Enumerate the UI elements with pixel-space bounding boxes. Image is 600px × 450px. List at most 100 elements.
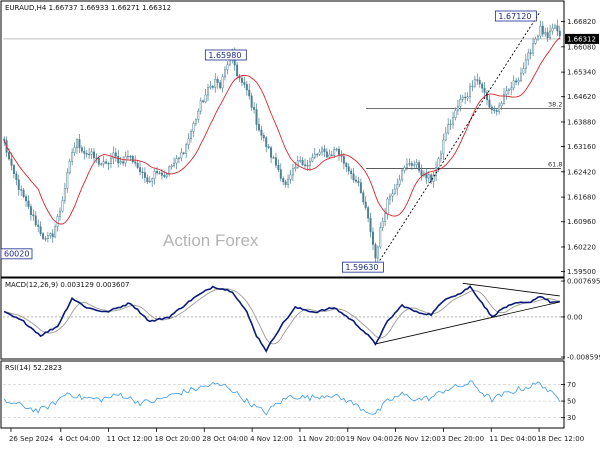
candle-body bbox=[243, 82, 246, 85]
candle-body bbox=[505, 90, 508, 95]
candle-body bbox=[372, 231, 374, 245]
candle-body bbox=[211, 86, 214, 88]
candle-body bbox=[362, 192, 365, 203]
candle-body bbox=[17, 179, 20, 190]
candle-body bbox=[219, 82, 222, 89]
candle-body bbox=[534, 38, 537, 44]
macd-line bbox=[3, 285, 560, 353]
candle-body bbox=[148, 180, 151, 183]
candle-body bbox=[8, 152, 11, 160]
candle-body bbox=[56, 216, 59, 227]
candle-body bbox=[510, 87, 513, 90]
rsi-panel-frame bbox=[0, 360, 565, 429]
candle-body bbox=[342, 156, 345, 164]
candle-body bbox=[512, 80, 515, 89]
candle-body bbox=[15, 173, 18, 181]
candle-body bbox=[338, 148, 340, 155]
candle-body bbox=[93, 151, 95, 159]
candle-body bbox=[503, 93, 505, 104]
price-label-text: 60020 bbox=[4, 250, 29, 259]
candle-body bbox=[143, 172, 146, 178]
candle-body bbox=[493, 109, 496, 111]
candle-body bbox=[391, 193, 394, 197]
candle-body bbox=[139, 167, 142, 173]
candle-body bbox=[267, 146, 270, 148]
candle-body bbox=[105, 161, 108, 164]
candle-body bbox=[304, 164, 307, 166]
price-tick-label: 1.61680 bbox=[567, 194, 596, 202]
candle-body bbox=[165, 174, 168, 177]
candle-body bbox=[330, 154, 333, 156]
fib-level-label: 61.8 bbox=[548, 160, 562, 168]
time-tick-label: 26 Sep 2024 bbox=[9, 435, 54, 443]
macd-tick-label: 0.007695 bbox=[567, 278, 600, 286]
candle-body bbox=[306, 165, 309, 167]
moving-average-line bbox=[3, 37, 561, 225]
candle-body bbox=[384, 213, 387, 222]
macd-panel-frame bbox=[0, 277, 565, 360]
candle-body bbox=[192, 123, 195, 132]
rally-trendline bbox=[375, 11, 541, 268]
time-tick-label: 4 Nov 12:00 bbox=[250, 435, 293, 443]
candle-body bbox=[214, 79, 217, 88]
candle-body bbox=[226, 64, 229, 71]
candle-body bbox=[289, 174, 292, 180]
candle-body bbox=[495, 110, 498, 112]
candle-body bbox=[255, 109, 258, 125]
time-tick-label: 11 Nov 20:00 bbox=[298, 435, 345, 443]
candle-body bbox=[207, 87, 209, 96]
candle-body bbox=[410, 163, 413, 166]
candle-body bbox=[129, 155, 132, 158]
candle-body bbox=[287, 178, 290, 185]
candle-body bbox=[549, 30, 552, 38]
candle-body bbox=[39, 226, 42, 234]
candle-body bbox=[182, 152, 185, 154]
time-tick-label: 11 Oct 12:00 bbox=[107, 435, 153, 443]
candle-body bbox=[473, 79, 476, 87]
candle-body bbox=[420, 170, 423, 176]
candle-body bbox=[224, 69, 226, 78]
candle-body bbox=[187, 138, 190, 146]
price-tick-label: 1.63880 bbox=[567, 118, 596, 126]
price-header: EURAUD,H4 1.66737 1.66933 1.66271 1.6631… bbox=[5, 4, 171, 12]
candle-body bbox=[301, 160, 304, 166]
time-tick-label: 3 Dec 20:00 bbox=[441, 435, 484, 443]
candle-body bbox=[51, 233, 54, 238]
candle-body bbox=[83, 150, 86, 154]
candle-body bbox=[427, 174, 430, 179]
candle-body bbox=[54, 226, 57, 238]
price-tick-label: 1.63160 bbox=[567, 143, 596, 151]
candle-body bbox=[469, 86, 471, 97]
candle-body bbox=[299, 160, 302, 162]
candle-body bbox=[88, 153, 91, 156]
candle-body bbox=[449, 123, 452, 126]
candle-body bbox=[296, 160, 299, 168]
candle-body bbox=[398, 179, 401, 185]
candle-body bbox=[359, 182, 362, 193]
macd-triangle-line bbox=[462, 282, 560, 297]
candle-body bbox=[71, 152, 74, 162]
candle-body bbox=[471, 85, 474, 88]
candle-body bbox=[541, 25, 544, 35]
macd-tick-label: -0.008599 bbox=[567, 353, 600, 361]
candle-body bbox=[272, 157, 275, 159]
candle-body bbox=[112, 152, 115, 159]
current-price-label: 1.66312 bbox=[567, 36, 596, 44]
candle-body bbox=[444, 132, 447, 141]
candle-body bbox=[250, 95, 253, 108]
candle-body bbox=[544, 32, 547, 35]
candle-body bbox=[265, 137, 268, 147]
candle-body bbox=[529, 52, 532, 54]
candle-body bbox=[209, 86, 212, 88]
candle-body bbox=[350, 170, 353, 175]
candle-body bbox=[376, 246, 379, 259]
candle-body bbox=[248, 89, 251, 97]
candle-body bbox=[381, 221, 384, 228]
candle-body bbox=[240, 77, 243, 83]
candle-body bbox=[80, 147, 83, 152]
candle-body bbox=[277, 164, 280, 170]
candle-body bbox=[374, 244, 377, 259]
candle-body bbox=[488, 99, 491, 108]
candle-body bbox=[168, 166, 171, 175]
